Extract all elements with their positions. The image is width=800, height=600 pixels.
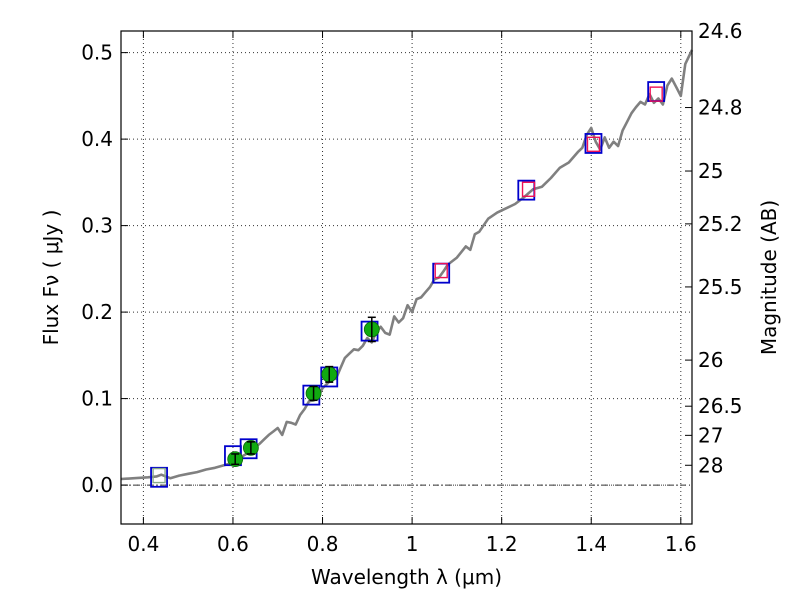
y-tick-label: 0.4: [81, 127, 113, 151]
y-tick-label: 0.1: [81, 387, 113, 411]
y-tick-label: 0.0: [81, 473, 113, 497]
series-layer: [120, 49, 694, 488]
x-tick-label: 0.6: [217, 532, 249, 556]
model-photometry-point: [150, 466, 168, 488]
x-tick-label: 1: [406, 532, 419, 556]
upper-limit-point: [586, 136, 601, 153]
ticks: 0.4 0.6 0.8 1 1.2 1.4 1.6 0.0 0.1 0.2 0.3 0.4 0.5 24.…: [81, 19, 742, 556]
y-right-tick-label: 25.2: [698, 212, 743, 236]
y-axis-label: Flux Fν ( μJy ): [39, 210, 63, 346]
x-tick-label: 1.4: [575, 532, 607, 556]
x-tick-label: 0.8: [307, 532, 339, 556]
y-tick-label: 0.2: [81, 300, 113, 324]
y-right-tick-label: 27: [698, 423, 723, 447]
y-right-tick-label: 25.5: [698, 275, 743, 299]
y-tick-label: 0.3: [81, 214, 113, 238]
y-right-tick-label: 24.6: [698, 19, 743, 43]
upper-limit-point: [521, 181, 536, 197]
y-right-tick-label: 28: [698, 453, 723, 477]
y-tick-label: 0.5: [81, 41, 113, 65]
spectrum-line: [120, 49, 694, 481]
model-photometry-point: [584, 133, 603, 154]
y-right-tick-label: 26.5: [698, 394, 743, 418]
upper-limit-point: [434, 262, 448, 279]
plot-frame: [120, 30, 693, 525]
x-axis-label: Wavelength λ (μm): [311, 565, 502, 589]
x-tick-label: 1.2: [486, 532, 518, 556]
y-axis-right-label: Magnitude (AB): [757, 200, 781, 355]
y-right-tick-label: 24.8: [698, 96, 743, 120]
x-tick-label: 1.6: [665, 532, 697, 556]
y-right-tick-label: 26: [698, 348, 723, 372]
grid: [121, 31, 692, 524]
x-tick-label: 0.4: [127, 532, 159, 556]
y-right-tick-label: 25: [698, 159, 723, 183]
upper-limit-point: [152, 467, 166, 484]
upper-limit-point: [649, 86, 663, 102]
